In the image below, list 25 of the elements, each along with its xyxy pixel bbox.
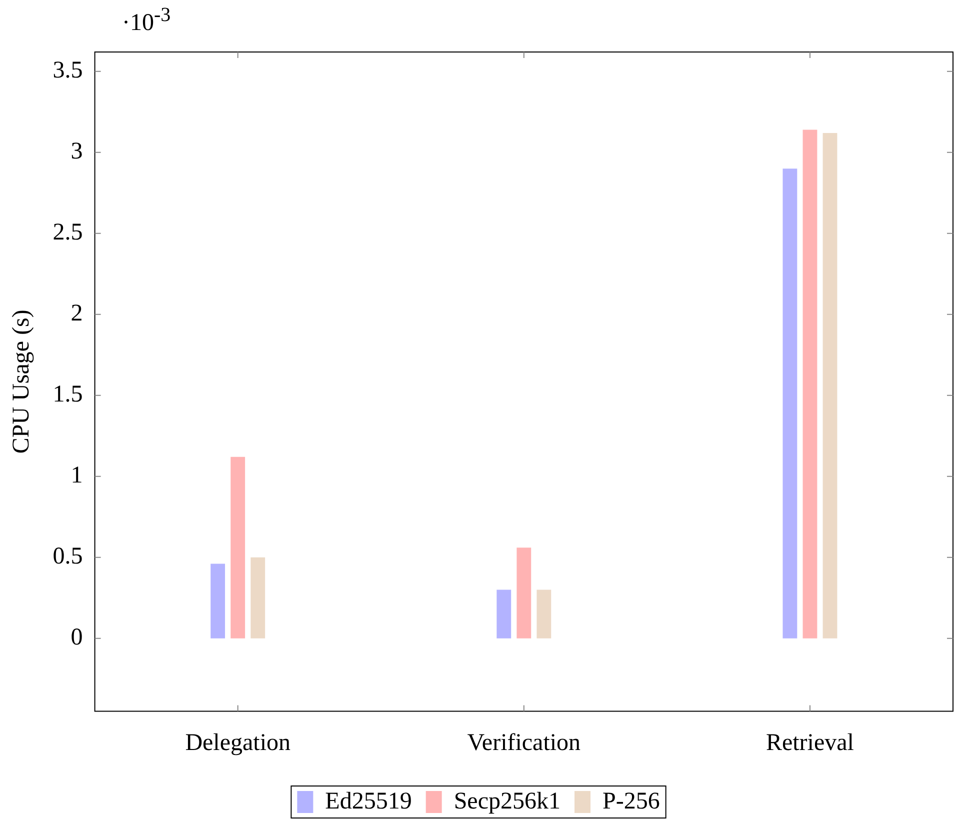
y-tick-label: 2.5 [52, 220, 83, 246]
y-tick-label: 0 [70, 624, 83, 651]
bar [250, 557, 266, 638]
y-tick-label: 3.5 [52, 58, 83, 84]
x-tick-label: Delegation [185, 730, 290, 756]
legend-label: P-256 [602, 788, 660, 814]
x-tick-label: Verification [467, 730, 581, 756]
bar [496, 590, 512, 638]
x-tick-label: Retrieval [766, 730, 854, 756]
bar [536, 590, 552, 638]
bar [230, 456, 246, 638]
bar [822, 132, 838, 638]
y-tick-label: 2 [70, 300, 83, 327]
legend-label: Ed25519 [325, 788, 412, 814]
bar [802, 130, 818, 638]
legend-label: Secp256k1 [454, 788, 560, 814]
bar [516, 548, 532, 638]
bar [210, 564, 226, 638]
y-tick-label: 1 [70, 462, 83, 489]
y-tick-label: 3 [70, 138, 83, 165]
y-tick-label: 1.5 [52, 382, 83, 408]
text: ·10$^{-3}$ [122, 4, 171, 37]
y-axis-title: CPU Usage (s) [8, 310, 35, 454]
y-tick-label: 0.5 [52, 544, 83, 570]
bar [782, 168, 798, 638]
